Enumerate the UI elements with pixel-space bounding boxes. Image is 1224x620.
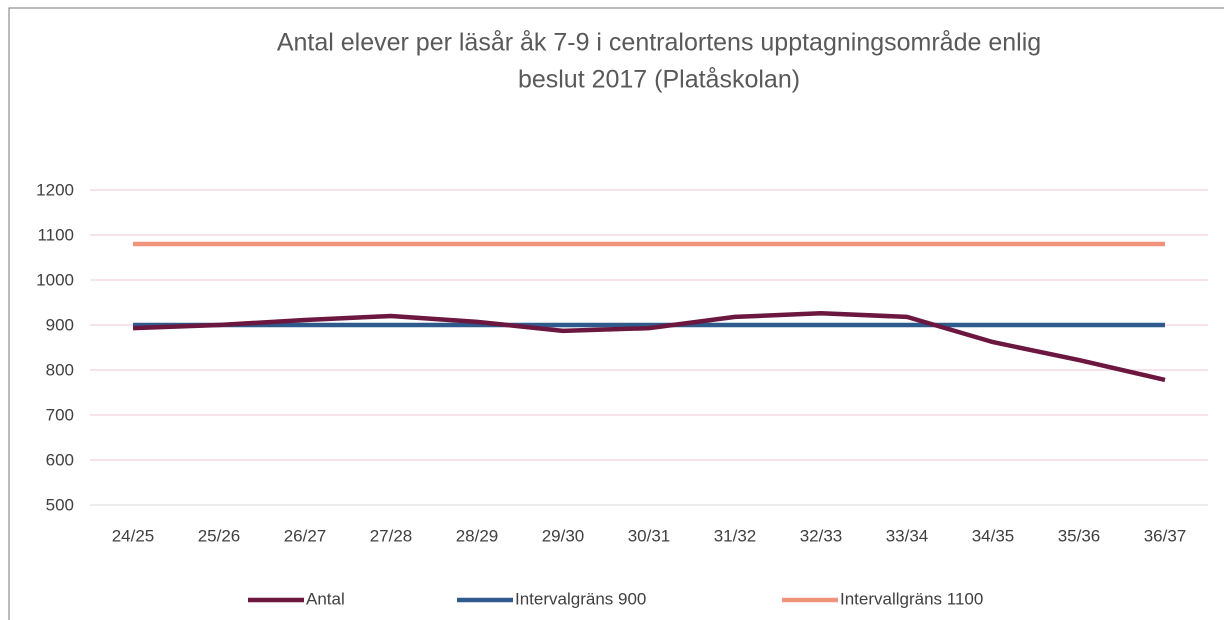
chart-frame [8, 7, 1224, 620]
y-tick-label: 900 [46, 315, 74, 334]
x-tick-label: 27/28 [370, 526, 413, 545]
legend-label: Intervalgräns 900 [515, 589, 646, 608]
y-tick-label: 600 [46, 450, 74, 469]
x-tick-label: 25/26 [198, 526, 241, 545]
x-tick-label: 33/34 [886, 526, 929, 545]
x-tick-label: 26/27 [284, 526, 327, 545]
x-tick-label: 28/29 [456, 526, 499, 545]
chart-title: beslut 2017 (Platåskolan) [518, 66, 800, 94]
y-tick-label: 700 [46, 405, 74, 424]
y-tick-label: 1000 [36, 270, 74, 289]
chart-title: Antal elever per läsår åk 7-9 i centralo… [277, 29, 1041, 57]
y-tick-label: 500 [46, 495, 74, 514]
x-tick-label: 31/32 [714, 526, 757, 545]
x-tick-label: 30/31 [628, 526, 671, 545]
legend-label: Intervallgräns 1100 [840, 589, 983, 608]
x-tick-label: 36/37 [1144, 526, 1187, 545]
y-tick-label: 1200 [36, 180, 74, 199]
x-tick-label: 29/30 [542, 526, 585, 545]
x-tick-label: 34/35 [972, 526, 1015, 545]
x-tick-label: 32/33 [800, 526, 843, 545]
y-tick-label: 800 [46, 360, 74, 379]
series-line [132, 311, 1166, 383]
x-tick-label: 24/25 [112, 526, 155, 545]
y-tick-label: 1100 [37, 225, 74, 244]
x-tick-label: 35/36 [1058, 526, 1101, 545]
legend-label: Antal [306, 589, 345, 608]
